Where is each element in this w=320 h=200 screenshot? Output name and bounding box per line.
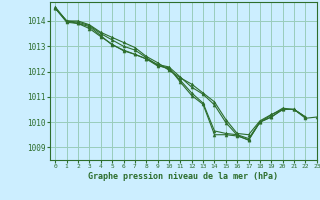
X-axis label: Graphe pression niveau de la mer (hPa): Graphe pression niveau de la mer (hPa): [88, 172, 278, 181]
